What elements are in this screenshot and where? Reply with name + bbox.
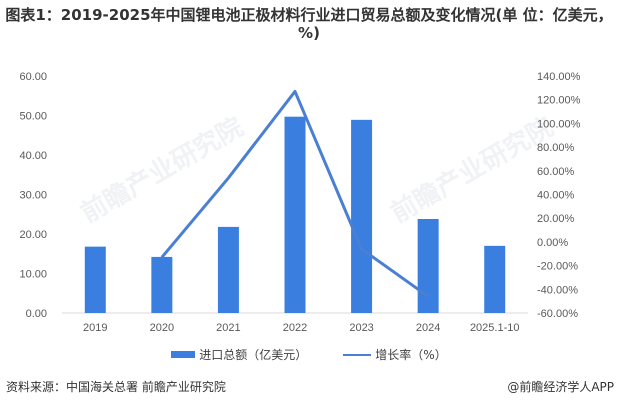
left-tick-label: 40.00 [19, 150, 47, 162]
x-tick-label: 2019 [83, 322, 107, 334]
right-tick-label: -20.00% [537, 261, 578, 273]
left-tick-label: 10.00 [19, 269, 47, 281]
x-tick-label: 2021 [216, 322, 240, 334]
x-axis: 2019 2020 2021 2022 2023 2024 2025.1-10 [83, 322, 519, 334]
legend-label: 增长率（%） [375, 348, 447, 362]
right-tick-label: 100.00% [537, 118, 581, 130]
right-tick-label: 0.00% [537, 237, 568, 249]
right-tick-label: 140.00% [537, 71, 581, 83]
legend-item-import: 进口总额（亿美元） [171, 346, 307, 363]
legend: 进口总额（亿美元） 增长率（%） [0, 346, 618, 363]
left-tick-label: 50.00 [19, 111, 47, 123]
line-swatch-icon [343, 353, 372, 356]
bar [351, 119, 373, 313]
right-axis: -60.00% -40.00% -20.00% 0.00% 20.00% 40.00% 60… [537, 71, 581, 320]
left-tick-label: 30.00 [19, 190, 47, 202]
bar-swatch-icon [171, 351, 196, 358]
legend-label: 进口总额（亿美元） [199, 348, 308, 362]
line-series [160, 89, 430, 298]
x-tick-label: 2023 [349, 322, 373, 334]
right-tick-label: 80.00% [537, 142, 575, 154]
bar [417, 218, 439, 313]
x-tick-label: 2022 [283, 322, 307, 334]
x-tick-label: 2020 [150, 322, 174, 334]
right-tick-label: 40.00% [537, 190, 575, 202]
legend-item-growth: 增长率（%） [343, 346, 447, 363]
bar [217, 226, 239, 313]
x-tick-label: 2025.1-10 [470, 322, 520, 334]
credit: @前瞻经济学人APP [507, 380, 614, 394]
bar [284, 116, 306, 313]
x-tick-label: 2024 [416, 322, 440, 334]
source-note: 资料来源：中国海关总署 前瞻产业研究院 [6, 380, 226, 394]
bar [484, 245, 506, 313]
right-tick-label: -60.00% [537, 308, 578, 320]
bar [151, 256, 173, 313]
footer: 资料来源：中国海关总署 前瞻产业研究院 @前瞻经济学人APP [6, 378, 614, 395]
left-axis: 0.00 10.00 20.00 30.00 40.00 50.00 60.00 [19, 71, 47, 320]
right-tick-label: 20.00% [537, 213, 575, 225]
bar [84, 246, 106, 313]
chart-title: 图表1：2019-2025年中国锂电池正极材料行业进口贸易总额及变化情况(单 位… [5, 6, 613, 42]
left-tick-label: 0.00 [26, 308, 47, 320]
left-tick-label: 60.00 [19, 71, 47, 83]
right-tick-label: 120.00% [537, 95, 581, 107]
right-tick-label: 60.00% [537, 166, 575, 178]
right-tick-label: -40.00% [537, 284, 578, 296]
bar-series [84, 116, 506, 313]
left-tick-label: 20.00 [19, 229, 47, 241]
